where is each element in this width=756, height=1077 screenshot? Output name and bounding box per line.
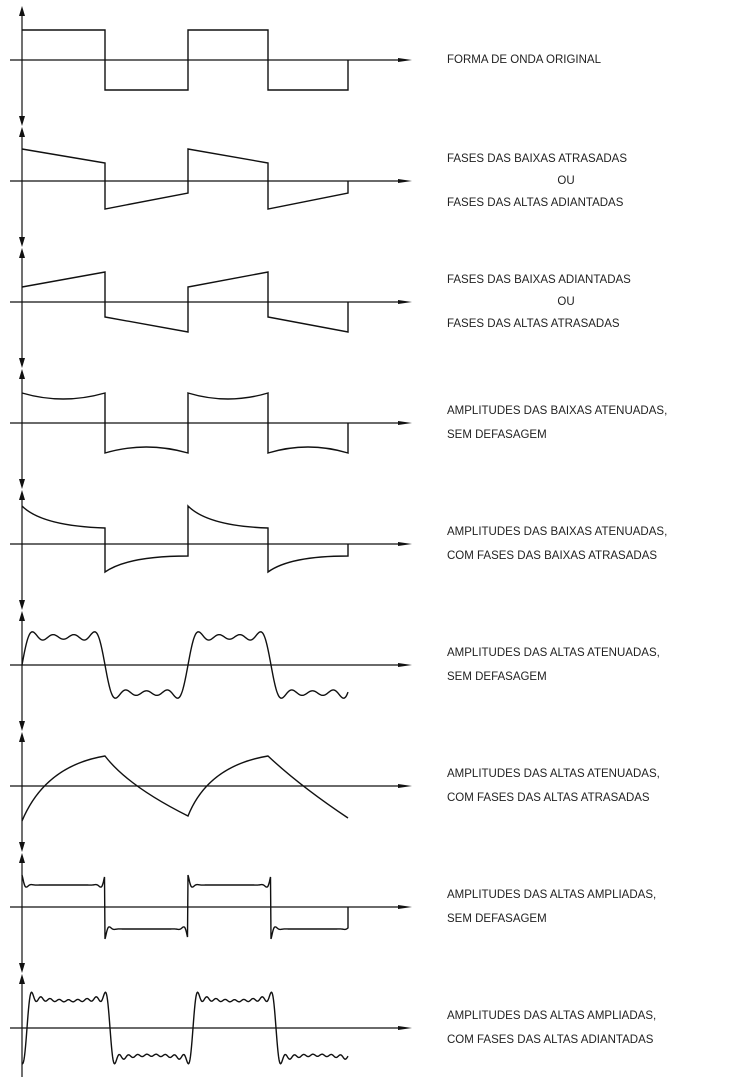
arrow-head xyxy=(19,974,25,984)
waveform xyxy=(21,504,349,574)
arrow-head xyxy=(19,6,25,16)
arrow-head xyxy=(19,600,25,610)
waveform xyxy=(21,148,349,210)
caption-line: FASES DAS BAIXAS ATRASADAS xyxy=(447,153,627,165)
caption-line: COM FASES DAS ALTAS ATRASADAS xyxy=(447,792,650,804)
caption-line: SEM DEFASAGEM xyxy=(447,671,547,683)
arrow-head xyxy=(398,421,412,425)
waveform-row: FASES DAS BAIXAS ATRASADAS OU FASES DAS AL… xyxy=(10,127,627,247)
arrow-head xyxy=(19,611,25,621)
arrow-head xyxy=(19,127,25,137)
arrow-head xyxy=(398,905,412,909)
waveform-row: AMPLITUDES DAS ALTAS AMPLIADAS, SEM DEFAS… xyxy=(10,853,656,973)
waveform-row: AMPLITUDES DAS ALTAS AMPLIADAS, COM FASES… xyxy=(10,974,656,1077)
waveform-row: FORMA DE ONDA ORIGINAL xyxy=(10,6,602,126)
caption-line: FASES DAS BAIXAS ADIANTADAS xyxy=(447,274,631,286)
arrow-head xyxy=(19,479,25,489)
waveform xyxy=(21,631,349,699)
waveform xyxy=(21,991,349,1065)
caption-line: COM FASES DAS BAIXAS ATRASADAS xyxy=(447,550,657,562)
arrow-head xyxy=(19,116,25,126)
caption-line: FORMA DE ONDA ORIGINAL xyxy=(447,54,602,66)
arrow-head xyxy=(398,542,412,546)
arrow-head xyxy=(19,721,25,731)
caption-line: AMPLITUDES DAS BAIXAS ATENUADAS, xyxy=(447,405,667,417)
waveform xyxy=(21,874,349,940)
arrow-head xyxy=(19,842,25,852)
arrow-head xyxy=(19,732,25,742)
arrow-head xyxy=(398,663,412,667)
arrow-head xyxy=(19,358,25,368)
arrow-head xyxy=(398,179,412,183)
waveform-row: AMPLITUDES DAS ALTAS ATENUADAS, SEM DEFAS… xyxy=(10,611,660,731)
arrow-head xyxy=(19,853,25,863)
waveform-row: AMPLITUDES DAS BAIXAS ATENUADAS, SEM DEFA… xyxy=(10,369,667,489)
waveform xyxy=(21,392,349,454)
waveform-row: FASES DAS BAIXAS ADIANTADAS OU FASES DAS A… xyxy=(10,248,631,368)
caption-line: AMPLITUDES DAS ALTAS ATENUADAS, xyxy=(447,647,660,659)
arrow-head xyxy=(19,963,25,973)
caption-line: AMPLITUDES DAS ALTAS ATENUADAS, xyxy=(447,768,660,780)
caption-line: AMPLITUDES DAS BAIXAS ATENUADAS, xyxy=(447,526,667,538)
caption-line: OU xyxy=(557,175,574,187)
caption-line: SEM DEFASAGEM xyxy=(447,913,547,925)
waveform xyxy=(21,271,349,333)
arrow-head xyxy=(19,490,25,500)
arrow-head xyxy=(19,369,25,379)
arrow-head xyxy=(398,300,412,304)
waveform-row: AMPLITUDES DAS ALTAS ATENUADAS, COM FASES… xyxy=(10,732,660,852)
caption-line: SEM DEFASAGEM xyxy=(447,429,547,441)
arrow-head xyxy=(398,58,412,62)
arrow-head xyxy=(19,248,25,258)
waveform-row: AMPLITUDES DAS BAIXAS ATENUADAS, COM FASE… xyxy=(10,490,667,610)
caption-line: OU xyxy=(557,296,574,308)
caption-line: FASES DAS ALTAS ADIANTADAS xyxy=(447,197,624,209)
caption-line: AMPLITUDES DAS ALTAS AMPLIADAS, xyxy=(447,1010,656,1022)
waveform xyxy=(22,29,349,91)
caption-line: FASES DAS ALTAS ATRASADAS xyxy=(447,318,620,330)
arrow-head xyxy=(19,237,25,247)
waveform xyxy=(21,755,349,822)
arrow-head xyxy=(398,1026,412,1030)
caption-line: COM FASES DAS ALTAS ADIANTADAS xyxy=(447,1034,654,1046)
caption-line: AMPLITUDES DAS ALTAS AMPLIADAS, xyxy=(447,889,656,901)
arrow-head xyxy=(398,784,412,788)
